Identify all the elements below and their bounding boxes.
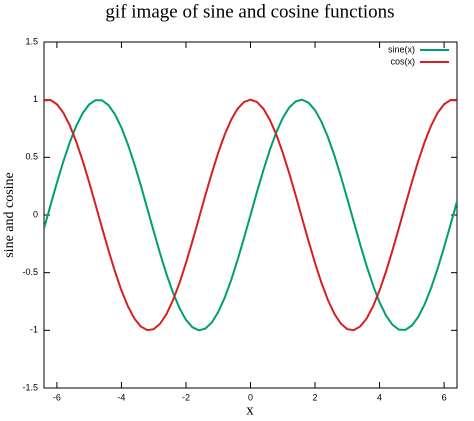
y-tick-label: -1.5 [22, 382, 38, 392]
legend-label: cos(x) [391, 56, 416, 66]
x-tick-label: 2 [313, 392, 318, 402]
y-axis-label: sine and cosine [2, 172, 17, 258]
legend-label: sine(x) [388, 44, 415, 54]
y-tick-label: 0.5 [25, 152, 38, 162]
y-tick-label: 0 [33, 209, 38, 219]
x-tick-label: 6 [442, 392, 447, 402]
x-tick-label: -6 [53, 392, 61, 402]
series-line [44, 98, 457, 332]
x-axis-label: x [246, 402, 254, 418]
series-line [44, 98, 457, 332]
x-tick-label: 0 [248, 392, 253, 402]
y-tick-label: -1 [30, 325, 38, 335]
y-tick-label: 1.5 [25, 36, 38, 46]
y-tick-label: 1 [33, 94, 38, 104]
y-tick-label: -0.5 [22, 267, 38, 277]
x-tick-label: 4 [377, 392, 382, 402]
x-tick-label: -4 [117, 392, 125, 402]
x-tick-label: -2 [182, 392, 190, 402]
chart-title: gif image of sine and cosine functions [105, 1, 394, 22]
